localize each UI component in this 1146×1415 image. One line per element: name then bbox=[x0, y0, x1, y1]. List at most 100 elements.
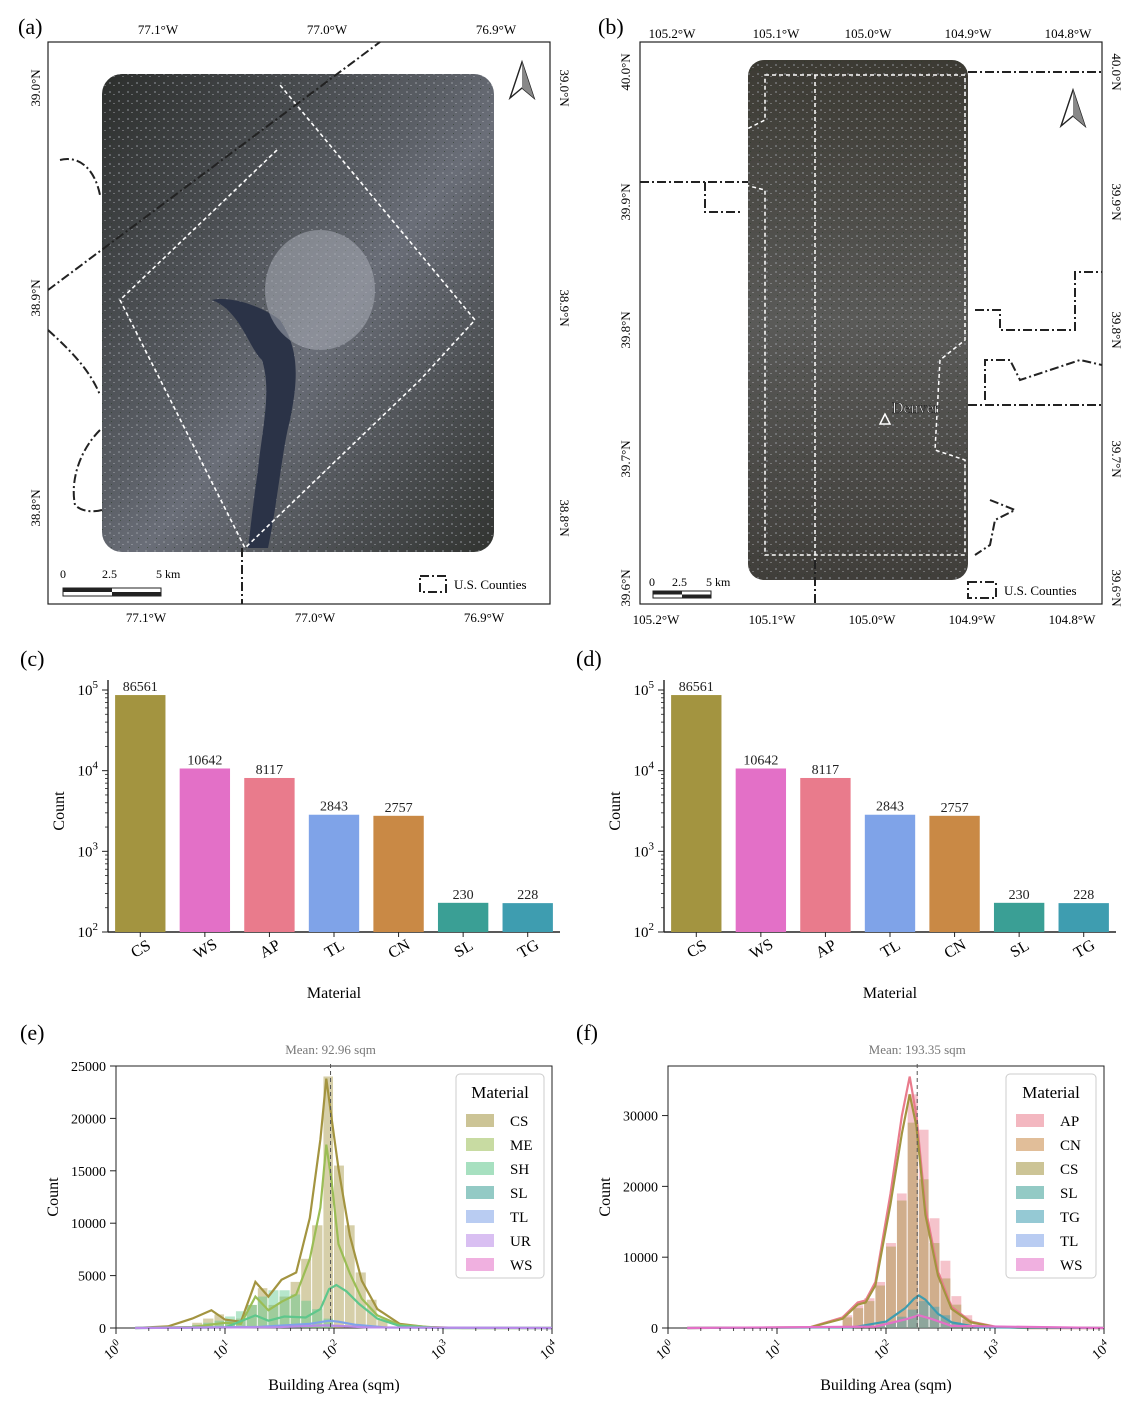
legend-swatch-TL bbox=[466, 1210, 494, 1223]
svg-text:0: 0 bbox=[649, 575, 655, 589]
legend-box bbox=[1005, 1073, 1097, 1279]
svg-text:38.9°N: 38.9°N bbox=[557, 289, 572, 327]
hist-bar-AP bbox=[896, 1193, 907, 1328]
x-tick-label: WS bbox=[191, 936, 220, 963]
bar-CN bbox=[929, 815, 980, 932]
legend-swatch-UR bbox=[466, 1234, 494, 1247]
legend-swatch-TL bbox=[1016, 1234, 1044, 1247]
y-axis-label: Count bbox=[51, 791, 68, 831]
hist-bar-CS bbox=[842, 1317, 853, 1328]
bar-value-label: 230 bbox=[453, 888, 474, 903]
legend: Material CS ME SH SL TL UR WS bbox=[455, 1073, 545, 1279]
y-tick-exponent: 3 bbox=[649, 840, 655, 852]
hist-bar-CS bbox=[907, 1122, 918, 1328]
legend-swatch-SL bbox=[466, 1186, 494, 1199]
x-tick-exponent: 0 bbox=[110, 1337, 121, 1349]
svg-text:77.0°W: 77.0°W bbox=[307, 22, 348, 37]
x-tick-label: 103 bbox=[979, 1337, 1005, 1363]
hist-bar-CS bbox=[940, 1278, 951, 1328]
bar-value-label: 86561 bbox=[123, 680, 158, 695]
hist-bar-TG bbox=[886, 1322, 896, 1328]
panel-a-map: (a) 0 2.5 5 km U.S. Counties 77.1°W 77.0… bbox=[18, 14, 572, 625]
y-tick-exponent: 5 bbox=[649, 679, 655, 691]
hist-bar-CS bbox=[279, 1296, 290, 1328]
x-tick-label: TG bbox=[1071, 936, 1098, 962]
x-tick-label: 100 bbox=[652, 1337, 678, 1363]
legend-label: SL bbox=[1060, 1186, 1078, 1202]
bar-value-label: 228 bbox=[1073, 888, 1094, 903]
svg-text:105.2°W: 105.2°W bbox=[649, 26, 696, 41]
x-tick-label: 103 bbox=[427, 1337, 453, 1363]
hist-bar-CS bbox=[312, 1225, 323, 1328]
hist-bar-CS bbox=[929, 1243, 940, 1328]
chart-c-bar: 86561 CS 10642 WS 8117 AP 2843 TL 2757 CN 230 SL 228… bbox=[51, 679, 560, 1002]
y-tick-label: 103 bbox=[78, 840, 99, 860]
hist-bar-SH bbox=[312, 1309, 323, 1328]
hist-bar-SH bbox=[257, 1296, 268, 1328]
svg-text:104.8°W: 104.8°W bbox=[1049, 612, 1096, 627]
legend-title: Material bbox=[1022, 1083, 1080, 1102]
map-b-frame bbox=[639, 41, 1103, 605]
bar-TG bbox=[502, 903, 553, 932]
y-tick-label: 0 bbox=[99, 1322, 106, 1337]
svg-text:U.S. Counties: U.S. Counties bbox=[1004, 583, 1077, 598]
hist-bar-SH bbox=[301, 1300, 312, 1328]
hist-bar-TG bbox=[875, 1325, 885, 1328]
hist-bar-TG bbox=[896, 1316, 907, 1328]
y-axis-label: Count bbox=[607, 791, 624, 831]
hist-bar-CS bbox=[962, 1319, 973, 1328]
svg-text:2.5: 2.5 bbox=[102, 567, 117, 581]
legend-swatch-SL bbox=[1016, 1186, 1044, 1199]
hist-bar-AP bbox=[864, 1298, 875, 1328]
y-tick-label: 103 bbox=[634, 840, 655, 860]
svg-text:39.7°N: 39.7°N bbox=[618, 440, 633, 478]
bar-CN bbox=[373, 815, 424, 932]
x-tick-exponent: 2 bbox=[328, 1337, 339, 1349]
y-tick-label: 104 bbox=[634, 760, 655, 780]
legend-swatch-WS bbox=[1016, 1258, 1044, 1271]
bar-value-label: 10642 bbox=[187, 753, 222, 768]
x-tick-label: CS bbox=[684, 937, 709, 962]
svg-text:39.0°N: 39.0°N bbox=[557, 69, 572, 107]
x-tick-exponent: 2 bbox=[880, 1337, 891, 1349]
bar-CS bbox=[115, 695, 166, 932]
svg-text:38.8°N: 38.8°N bbox=[28, 489, 43, 527]
bar-value-label: 2757 bbox=[941, 801, 969, 816]
map-a-legend: U.S. Counties bbox=[419, 575, 527, 593]
bar-value-label: 8117 bbox=[812, 763, 839, 778]
svg-text:Denver: Denver bbox=[892, 400, 940, 417]
y-tick-base: 10 bbox=[78, 683, 93, 699]
svg-text:5 km: 5 km bbox=[156, 567, 181, 581]
svg-text:38.8°N: 38.8°N bbox=[557, 499, 572, 537]
legend-label: WS bbox=[1060, 1258, 1083, 1274]
svg-text:77.0°W: 77.0°W bbox=[295, 610, 336, 625]
kde-line-CS bbox=[135, 1078, 552, 1330]
legend-label: CS bbox=[510, 1114, 528, 1130]
x-tick-label: WS bbox=[747, 936, 776, 963]
svg-text:39.7°N: 39.7°N bbox=[1109, 440, 1124, 478]
svg-text:38.9°N: 38.9°N bbox=[28, 279, 43, 317]
legend-swatch-AP bbox=[1016, 1114, 1044, 1127]
legend-label: TG bbox=[1060, 1210, 1080, 1226]
x-tick-label: TL bbox=[322, 937, 347, 961]
svg-text:U.S. Counties: U.S. Counties bbox=[454, 577, 527, 592]
hist-bar-CS bbox=[896, 1200, 907, 1328]
hist-bar-CS bbox=[918, 1179, 929, 1328]
panel-c-label: (c) bbox=[20, 646, 44, 671]
y-tick-exponent: 5 bbox=[93, 679, 99, 691]
legend-label: AP bbox=[1060, 1114, 1079, 1130]
y-tick-label: 105 bbox=[78, 679, 99, 699]
svg-text:39.9°N: 39.9°N bbox=[618, 183, 633, 221]
svg-text:76.9°W: 76.9°W bbox=[476, 22, 517, 37]
y-tick-label: 0 bbox=[651, 1322, 658, 1337]
hist-bar-TG bbox=[929, 1306, 940, 1328]
x-tick-exponent: 3 bbox=[989, 1337, 1000, 1349]
x-tick-exponent: 3 bbox=[437, 1337, 448, 1349]
y-tick-base: 10 bbox=[634, 683, 649, 699]
panel-a-label: (a) bbox=[18, 14, 42, 39]
hist-bar-AP bbox=[962, 1315, 973, 1328]
legend-swatch-CS bbox=[466, 1114, 494, 1127]
y-tick-exponent: 3 bbox=[93, 840, 99, 852]
y-tick-label: 15000 bbox=[71, 1165, 106, 1180]
x-tick-label: CS bbox=[128, 937, 153, 962]
